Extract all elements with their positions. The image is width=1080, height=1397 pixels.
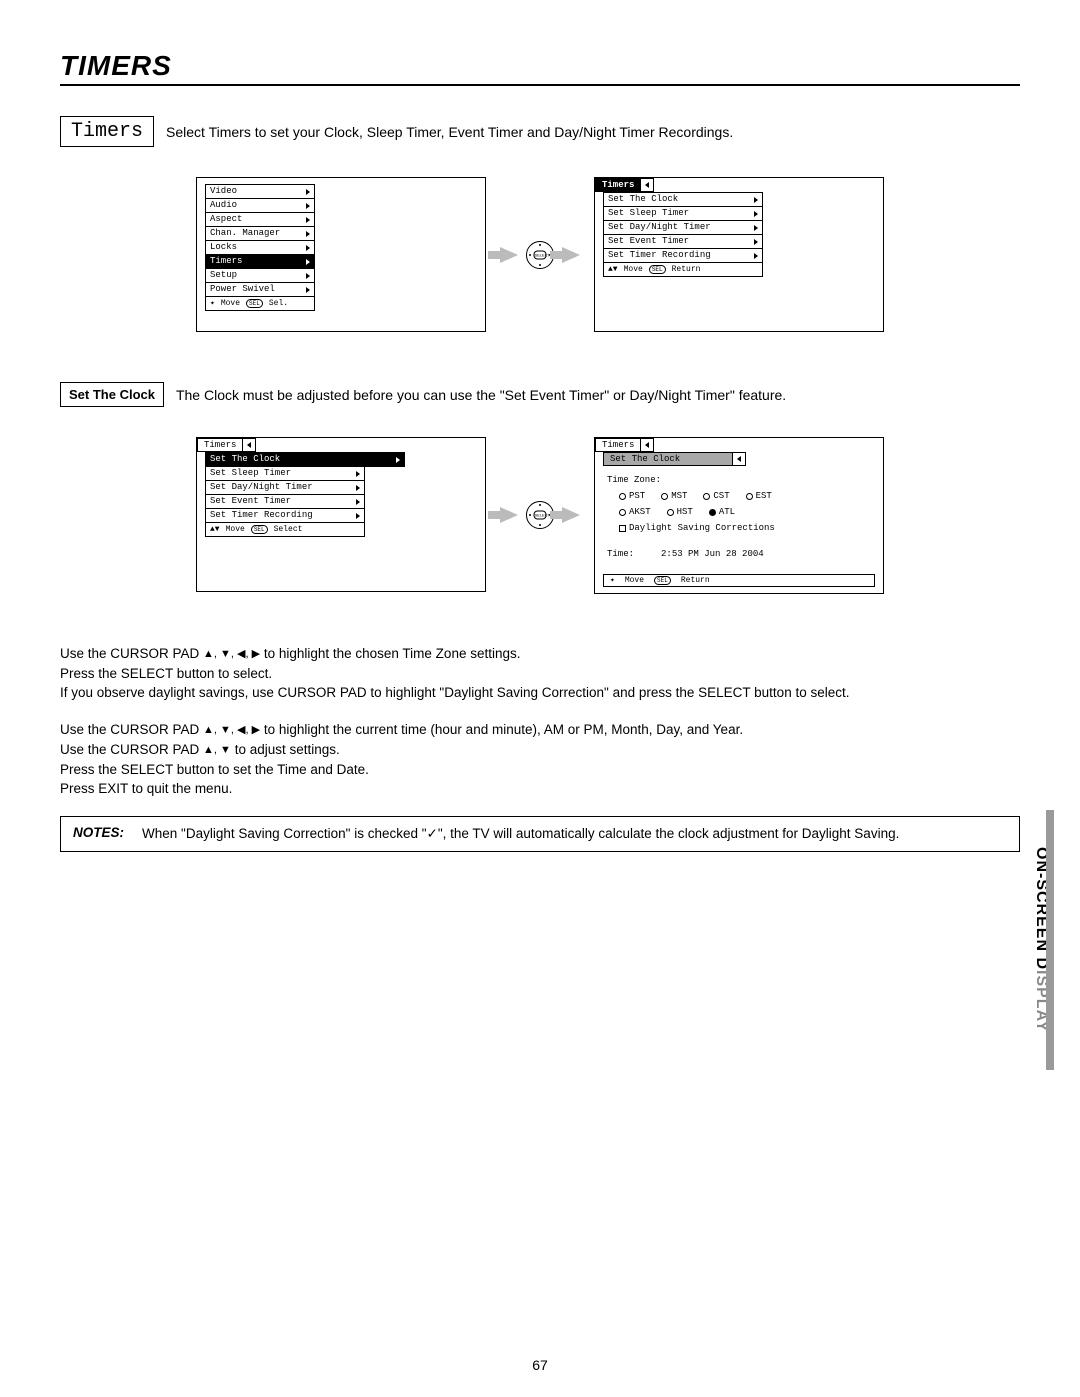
osd-main-menu: Video Audio Aspect Chan. Manager Locks T… bbox=[196, 177, 486, 332]
side-tab: ON-SCREEN DISPLAY bbox=[1028, 810, 1054, 1070]
menu-timers: Timers bbox=[205, 254, 315, 269]
arrow-right-icon bbox=[500, 507, 518, 523]
arrow-right-icon bbox=[562, 507, 580, 523]
clock-header-tri bbox=[640, 438, 654, 452]
timers2-header: Timers bbox=[197, 438, 243, 452]
tm2-set-event: Set Event Timer bbox=[205, 494, 365, 509]
arrows4-icon: ▲, ▼, ◀, ▶ bbox=[203, 645, 260, 664]
tz-hst: HST bbox=[667, 504, 693, 520]
menu-aspect: Aspect bbox=[205, 212, 315, 227]
updown-icon: ▲▼ bbox=[608, 264, 618, 275]
tz-label: Time Zone: bbox=[607, 472, 871, 488]
arrow-right-icon bbox=[500, 247, 518, 263]
instructions: Use the CURSOR PAD ▲, ▼, ◀, ▶ to highlig… bbox=[60, 644, 1020, 798]
page-title: TIMERS bbox=[60, 50, 1020, 86]
tz-est: EST bbox=[746, 488, 772, 504]
time-label: Time: bbox=[607, 549, 634, 559]
menu-audio: Audio bbox=[205, 198, 315, 213]
arrow-select-2: SELECT bbox=[500, 437, 580, 592]
tm-set-daynight: Set Day/Night Timer bbox=[603, 220, 763, 235]
osd-timers-menu: Timers Set The Clock Set Sleep Timer Set… bbox=[594, 177, 884, 332]
menu-chan-manager: Chan. Manager bbox=[205, 226, 315, 241]
menu-footer: ✦ Move SEL Sel. bbox=[205, 296, 315, 311]
updown-icon: ▲▼ bbox=[210, 524, 220, 535]
clock-sub-tri bbox=[732, 452, 746, 466]
menu-video: Video bbox=[205, 184, 315, 199]
menu-power-swivel: Power Swivel bbox=[205, 282, 315, 297]
tm-set-event: Set Event Timer bbox=[603, 234, 763, 249]
tm-set-recording: Set Timer Recording bbox=[603, 248, 763, 263]
tz-pst: PST bbox=[619, 488, 645, 504]
tz-akst: AKST bbox=[619, 504, 651, 520]
notes-label: NOTES: bbox=[73, 825, 124, 843]
diagram-row-2: Timers Set The Clock Set Sleep Timer Set… bbox=[60, 437, 1020, 594]
page-number: 67 bbox=[0, 1357, 1080, 1373]
clock-header: Timers bbox=[595, 438, 641, 452]
sel-badge: SEL bbox=[251, 525, 268, 534]
arrow-right-icon bbox=[562, 247, 580, 263]
sel-badge: SEL bbox=[649, 265, 666, 274]
arrow-select-1: SELECT bbox=[500, 177, 580, 332]
tz-mst: MST bbox=[661, 488, 687, 504]
arrows4-icon: ▲, ▼, ◀, ▶ bbox=[203, 721, 260, 740]
timers-header-tri bbox=[640, 178, 654, 192]
diagram-row-1: Video Audio Aspect Chan. Manager Locks T… bbox=[60, 177, 1020, 332]
tm-set-sleep: Set Sleep Timer bbox=[603, 206, 763, 221]
timers-desc: Select Timers to set your Clock, Sleep T… bbox=[166, 124, 733, 140]
osd-timers-menu-2: Timers Set The Clock Set Sleep Timer Set… bbox=[196, 437, 486, 592]
tm-footer: ▲▼ Move SEL Return bbox=[603, 262, 763, 277]
tz-atl: ATL bbox=[709, 504, 735, 520]
tz-daylight: Daylight Saving Corrections bbox=[619, 520, 775, 536]
notes-text: When "Daylight Saving Correction" is che… bbox=[142, 825, 899, 843]
osd-clock-panel: Timers Set The Clock Time Zone: PST MST … bbox=[594, 437, 884, 594]
arrows2-icon: ▲, ▼ bbox=[203, 741, 231, 760]
timers-label-box: Timers bbox=[60, 116, 154, 147]
menu-locks: Locks bbox=[205, 240, 315, 255]
set-clock-desc: The Clock must be adjusted before you ca… bbox=[176, 387, 786, 403]
tm2-set-clock: Set The Clock bbox=[205, 452, 405, 467]
sel-badge: SEL bbox=[246, 299, 263, 308]
tm2-set-daynight: Set Day/Night Timer bbox=[205, 480, 365, 495]
tz-cst: CST bbox=[703, 488, 729, 504]
move-icon: ✦ bbox=[610, 577, 615, 585]
time-value: 2:53 PM Jun 28 2004 bbox=[661, 549, 764, 559]
move-icon: ✦ bbox=[210, 300, 215, 308]
tm-set-clock: Set The Clock bbox=[603, 192, 763, 207]
sel-badge: SEL bbox=[654, 576, 671, 585]
timers-header: Timers bbox=[595, 178, 641, 192]
section-timers: Timers Select Timers to set your Clock, … bbox=[60, 116, 1020, 147]
clock-footer: ✦ Move SEL Return bbox=[603, 574, 875, 587]
tm2-footer: ▲▼ Move SEL Select bbox=[205, 522, 365, 537]
tm2-set-sleep: Set Sleep Timer bbox=[205, 466, 365, 481]
tm2-set-recording: Set Timer Recording bbox=[205, 508, 365, 523]
menu-setup: Setup bbox=[205, 268, 315, 283]
notes-box: NOTES: When "Daylight Saving Correction"… bbox=[60, 816, 1020, 852]
timers2-header-tri bbox=[242, 438, 256, 452]
section-set-clock: Set The Clock The Clock must be adjusted… bbox=[60, 382, 1020, 407]
clock-sub-header: Set The Clock bbox=[603, 452, 733, 466]
set-clock-label-box: Set The Clock bbox=[60, 382, 164, 407]
